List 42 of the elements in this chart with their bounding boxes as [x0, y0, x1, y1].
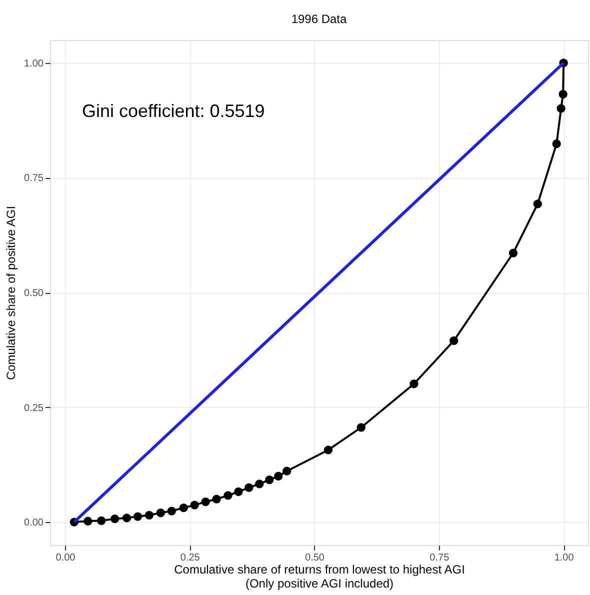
- y-tick-label: 0.50: [24, 288, 44, 299]
- point: [110, 514, 120, 524]
- y-tick-label: 1.00: [24, 58, 44, 70]
- point: [244, 483, 254, 492]
- point: [122, 514, 132, 522]
- point: [201, 498, 210, 506]
- point: [324, 446, 333, 454]
- y-tick-label: 0.00: [24, 518, 44, 529]
- annotation: Gini coefficient: 0.5519: [82, 101, 265, 121]
- y-axis-title: Comulative share of positive AGI: [4, 206, 18, 380]
- x-tick-label: 0.25: [180, 552, 200, 564]
- point: [274, 472, 283, 480]
- point: [97, 516, 106, 525]
- point: [190, 500, 199, 510]
- point: [156, 508, 166, 518]
- point: [508, 248, 518, 258]
- y-tick-label: 0.25: [24, 402, 44, 414]
- point: [224, 491, 232, 500]
- point: [282, 466, 292, 476]
- point: [133, 512, 142, 521]
- x-axis-title: Comulative share of returns from lowest to highest AGI (Only positive AGI included): [174, 562, 465, 590]
- point: [84, 516, 92, 526]
- point: [533, 200, 542, 208]
- point: [410, 380, 418, 388]
- x-tick-label: 1.00: [554, 552, 574, 564]
- point: [558, 90, 568, 98]
- point: [167, 506, 176, 516]
- point: [179, 503, 188, 512]
- x-tick-label: 0.50: [305, 552, 325, 564]
- point: [552, 139, 561, 148]
- point: [556, 104, 566, 113]
- y-tick-label: 0.75: [24, 173, 44, 184]
- point: [212, 494, 221, 504]
- point: [144, 510, 154, 520]
- point: [356, 423, 366, 432]
- point: [450, 336, 458, 346]
- point: [265, 475, 274, 484]
- x-tick-label: 0.75: [430, 552, 450, 564]
- chart-title: 1996 Data: [291, 12, 348, 26]
- x-tick-label: 0.00: [56, 552, 76, 564]
- point: [234, 487, 243, 496]
- point: [255, 480, 264, 488]
